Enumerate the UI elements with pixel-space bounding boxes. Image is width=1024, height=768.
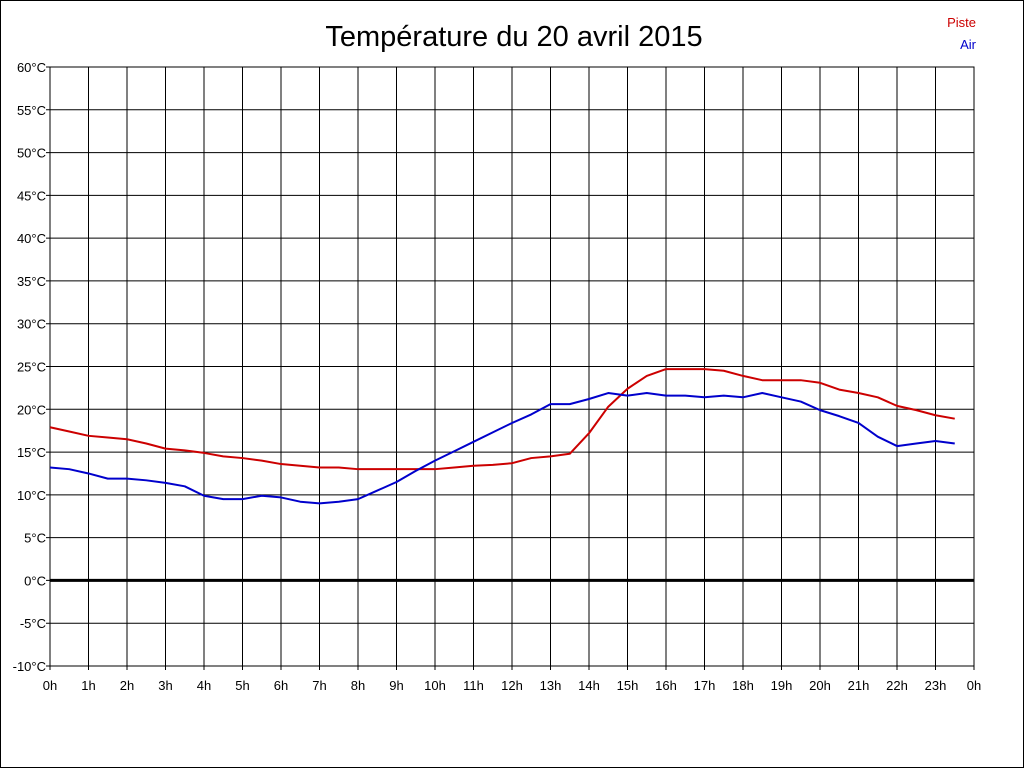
x-tick-label: 9h <box>389 678 403 693</box>
x-tick-label: 19h <box>771 678 793 693</box>
y-tick-label: 50°C <box>17 146 46 161</box>
x-tick-label: 8h <box>351 678 365 693</box>
x-tick-label: 17h <box>694 678 716 693</box>
y-tick-label: 10°C <box>17 488 46 503</box>
x-tick-label: 15h <box>617 678 639 693</box>
x-tick-label: 10h <box>424 678 446 693</box>
y-tick-label: 55°C <box>17 103 46 118</box>
x-tick-label: 5h <box>235 678 249 693</box>
x-tick-label: 14h <box>578 678 600 693</box>
x-tick-label: 13h <box>540 678 562 693</box>
y-tick-label: 5°C <box>24 531 46 546</box>
x-tick-label: 12h <box>501 678 523 693</box>
y-tick-label: -10°C <box>13 659 46 674</box>
series-line-piste <box>49 368 955 471</box>
x-tick-label: 18h <box>732 678 754 693</box>
x-tick-label: 6h <box>274 678 288 693</box>
x-tick-label: 20h <box>809 678 831 693</box>
y-tick-label: 60°C <box>17 60 46 75</box>
x-axis-ticks: 0h 1h 2h 3h 4h 5h 6h 7h 8h 9h 10h 11h 12h 13h 14h 15h 16… <box>43 678 981 693</box>
y-tick-label: 45°C <box>17 188 46 203</box>
y-tick-label: 40°C <box>17 231 46 246</box>
series-line-air <box>49 392 955 505</box>
x-tick-label: 11h <box>463 678 484 693</box>
plot-border <box>49 66 975 667</box>
y-tick-label: 15°C <box>17 445 46 460</box>
x-tick-label: 3h <box>158 678 172 693</box>
y-tick-label: 20°C <box>17 402 46 417</box>
chart-series <box>49 368 955 505</box>
x-tick-label: 7h <box>312 678 326 693</box>
y-tick-label: -5°C <box>20 616 46 631</box>
y-tick-label: 30°C <box>17 317 46 332</box>
legend-item-piste: Piste <box>947 15 976 30</box>
legend-item-air: Air <box>960 37 977 52</box>
chart-grid <box>46 66 975 670</box>
chart-title: Température du 20 avril 2015 <box>325 21 702 53</box>
x-tick-label: 0h <box>967 678 981 693</box>
x-tick-label: 16h <box>655 678 677 693</box>
x-tick-label: 2h <box>120 678 134 693</box>
x-tick-label: 4h <box>197 678 211 693</box>
x-tick-label: 0h <box>43 678 57 693</box>
x-tick-label: 21h <box>848 678 870 693</box>
x-tick-label: 1h <box>81 678 95 693</box>
x-tick-label: 22h <box>886 678 908 693</box>
y-tick-label: 35°C <box>17 274 46 289</box>
y-axis-ticks: -10°C -5°C 0°C 5°C 10°C 15°C 20°C 25°C 30°C 35°C 4… <box>13 60 46 674</box>
y-tick-label: 25°C <box>17 360 46 375</box>
chart-legend: Piste Air <box>947 15 977 52</box>
x-tick-label: 23h <box>925 678 947 693</box>
y-tick-label: 0°C <box>24 573 46 588</box>
